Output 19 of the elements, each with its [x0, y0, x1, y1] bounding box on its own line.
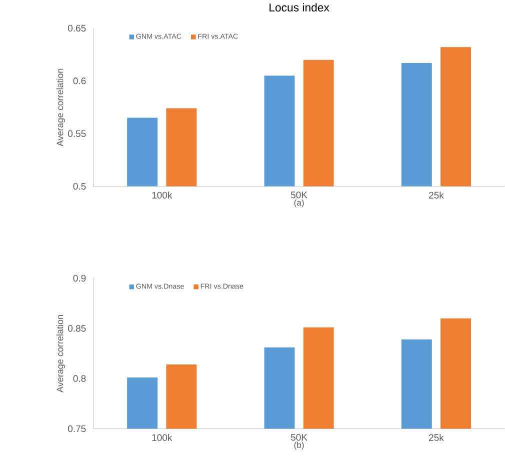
y-tick-label: 0.8	[73, 375, 86, 382]
y-tick-label: 0.55	[68, 130, 86, 138]
y-tick-label: 0.6	[73, 78, 86, 84]
x-axis-title: (b)	[294, 442, 304, 450]
x-tick-label: 50K	[290, 434, 308, 441]
x-tick-label: 50K	[290, 192, 308, 198]
chart-title: Locus index	[270, 3, 330, 12]
y-tick-label: 0.65	[68, 24, 86, 32]
x-tick-label: 25k	[429, 434, 444, 442]
x-tick-label: 25k	[429, 192, 444, 199]
x-tick-label: 100k	[152, 192, 172, 199]
y-tick-label: 0.5	[73, 183, 86, 190]
y-axis-title: Average correlation	[56, 315, 65, 393]
x-tick-label: 100k	[152, 434, 172, 442]
x-axis-title: (a)	[294, 199, 304, 208]
y-axis-title: Average correlation	[56, 68, 65, 146]
y-tick-label: 0.75	[68, 425, 86, 432]
y-tick-label: 0.85	[68, 325, 86, 332]
y-tick-label: 0.9	[73, 274, 86, 282]
